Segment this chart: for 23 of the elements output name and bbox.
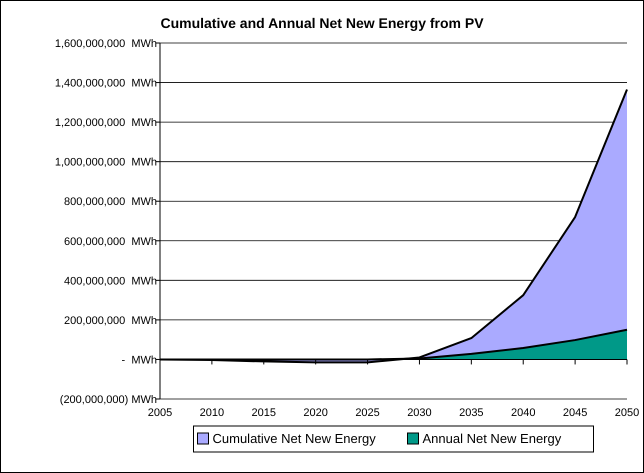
y-tick-label: - MWh: [122, 354, 157, 366]
y-tick-label: 1,600,000,000 MWh: [54, 38, 157, 50]
x-tick-label: 2050: [614, 407, 640, 419]
x-tick-label: 2010: [200, 407, 224, 419]
x-tick-label: 2030: [407, 407, 432, 419]
y-tick-label: 400,000,000 MWh: [64, 275, 157, 288]
y-tick-label: 1,200,000,000 MWh: [54, 117, 157, 130]
x-tick-label: 2015: [252, 407, 276, 419]
y-tick-label: 1,400,000,000 MWh: [54, 78, 157, 90]
y-tick-label: (200,000,000) MWh: [60, 394, 157, 406]
y-tick-label: 1,000,000,000 MWh: [54, 156, 157, 169]
y-tick-label: 800,000,000 MWh: [64, 196, 157, 208]
x-tick-label: 2005: [148, 407, 172, 419]
legend-label: Cumulative Net New Energy: [212, 431, 376, 446]
y-tick-label: 600,000,000 MWh: [64, 236, 157, 248]
legend-label: Annual Net New Energy: [422, 431, 562, 446]
x-tick-label: 2020: [303, 407, 328, 419]
chart-title: Cumulative and Annual Net New Energy from PV: [160, 15, 484, 31]
x-tick-label: 2040: [510, 407, 536, 419]
x-tick-label: 2045: [562, 407, 588, 419]
y-tick-label: 200,000,000 MWh: [64, 314, 157, 327]
x-tick-label: 2025: [355, 407, 380, 419]
x-tick-label: 2035: [459, 407, 484, 419]
